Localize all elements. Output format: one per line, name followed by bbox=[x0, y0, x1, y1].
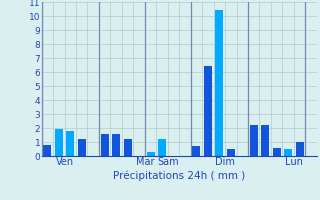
Bar bbox=[147, 152, 155, 156]
Bar bbox=[112, 134, 120, 156]
Bar bbox=[55, 129, 63, 156]
Bar bbox=[66, 131, 74, 156]
Bar bbox=[101, 134, 109, 156]
Bar bbox=[215, 10, 223, 156]
Bar bbox=[124, 139, 132, 156]
X-axis label: Précipitations 24h ( mm ): Précipitations 24h ( mm ) bbox=[113, 170, 245, 181]
Bar bbox=[43, 145, 51, 156]
Bar bbox=[192, 146, 200, 156]
Bar bbox=[78, 139, 86, 156]
Bar bbox=[158, 139, 166, 156]
Bar bbox=[296, 142, 304, 156]
Bar bbox=[250, 125, 258, 156]
Bar bbox=[284, 149, 292, 156]
Bar bbox=[204, 66, 212, 156]
Bar bbox=[261, 125, 269, 156]
Bar bbox=[273, 148, 281, 156]
Bar bbox=[227, 149, 235, 156]
